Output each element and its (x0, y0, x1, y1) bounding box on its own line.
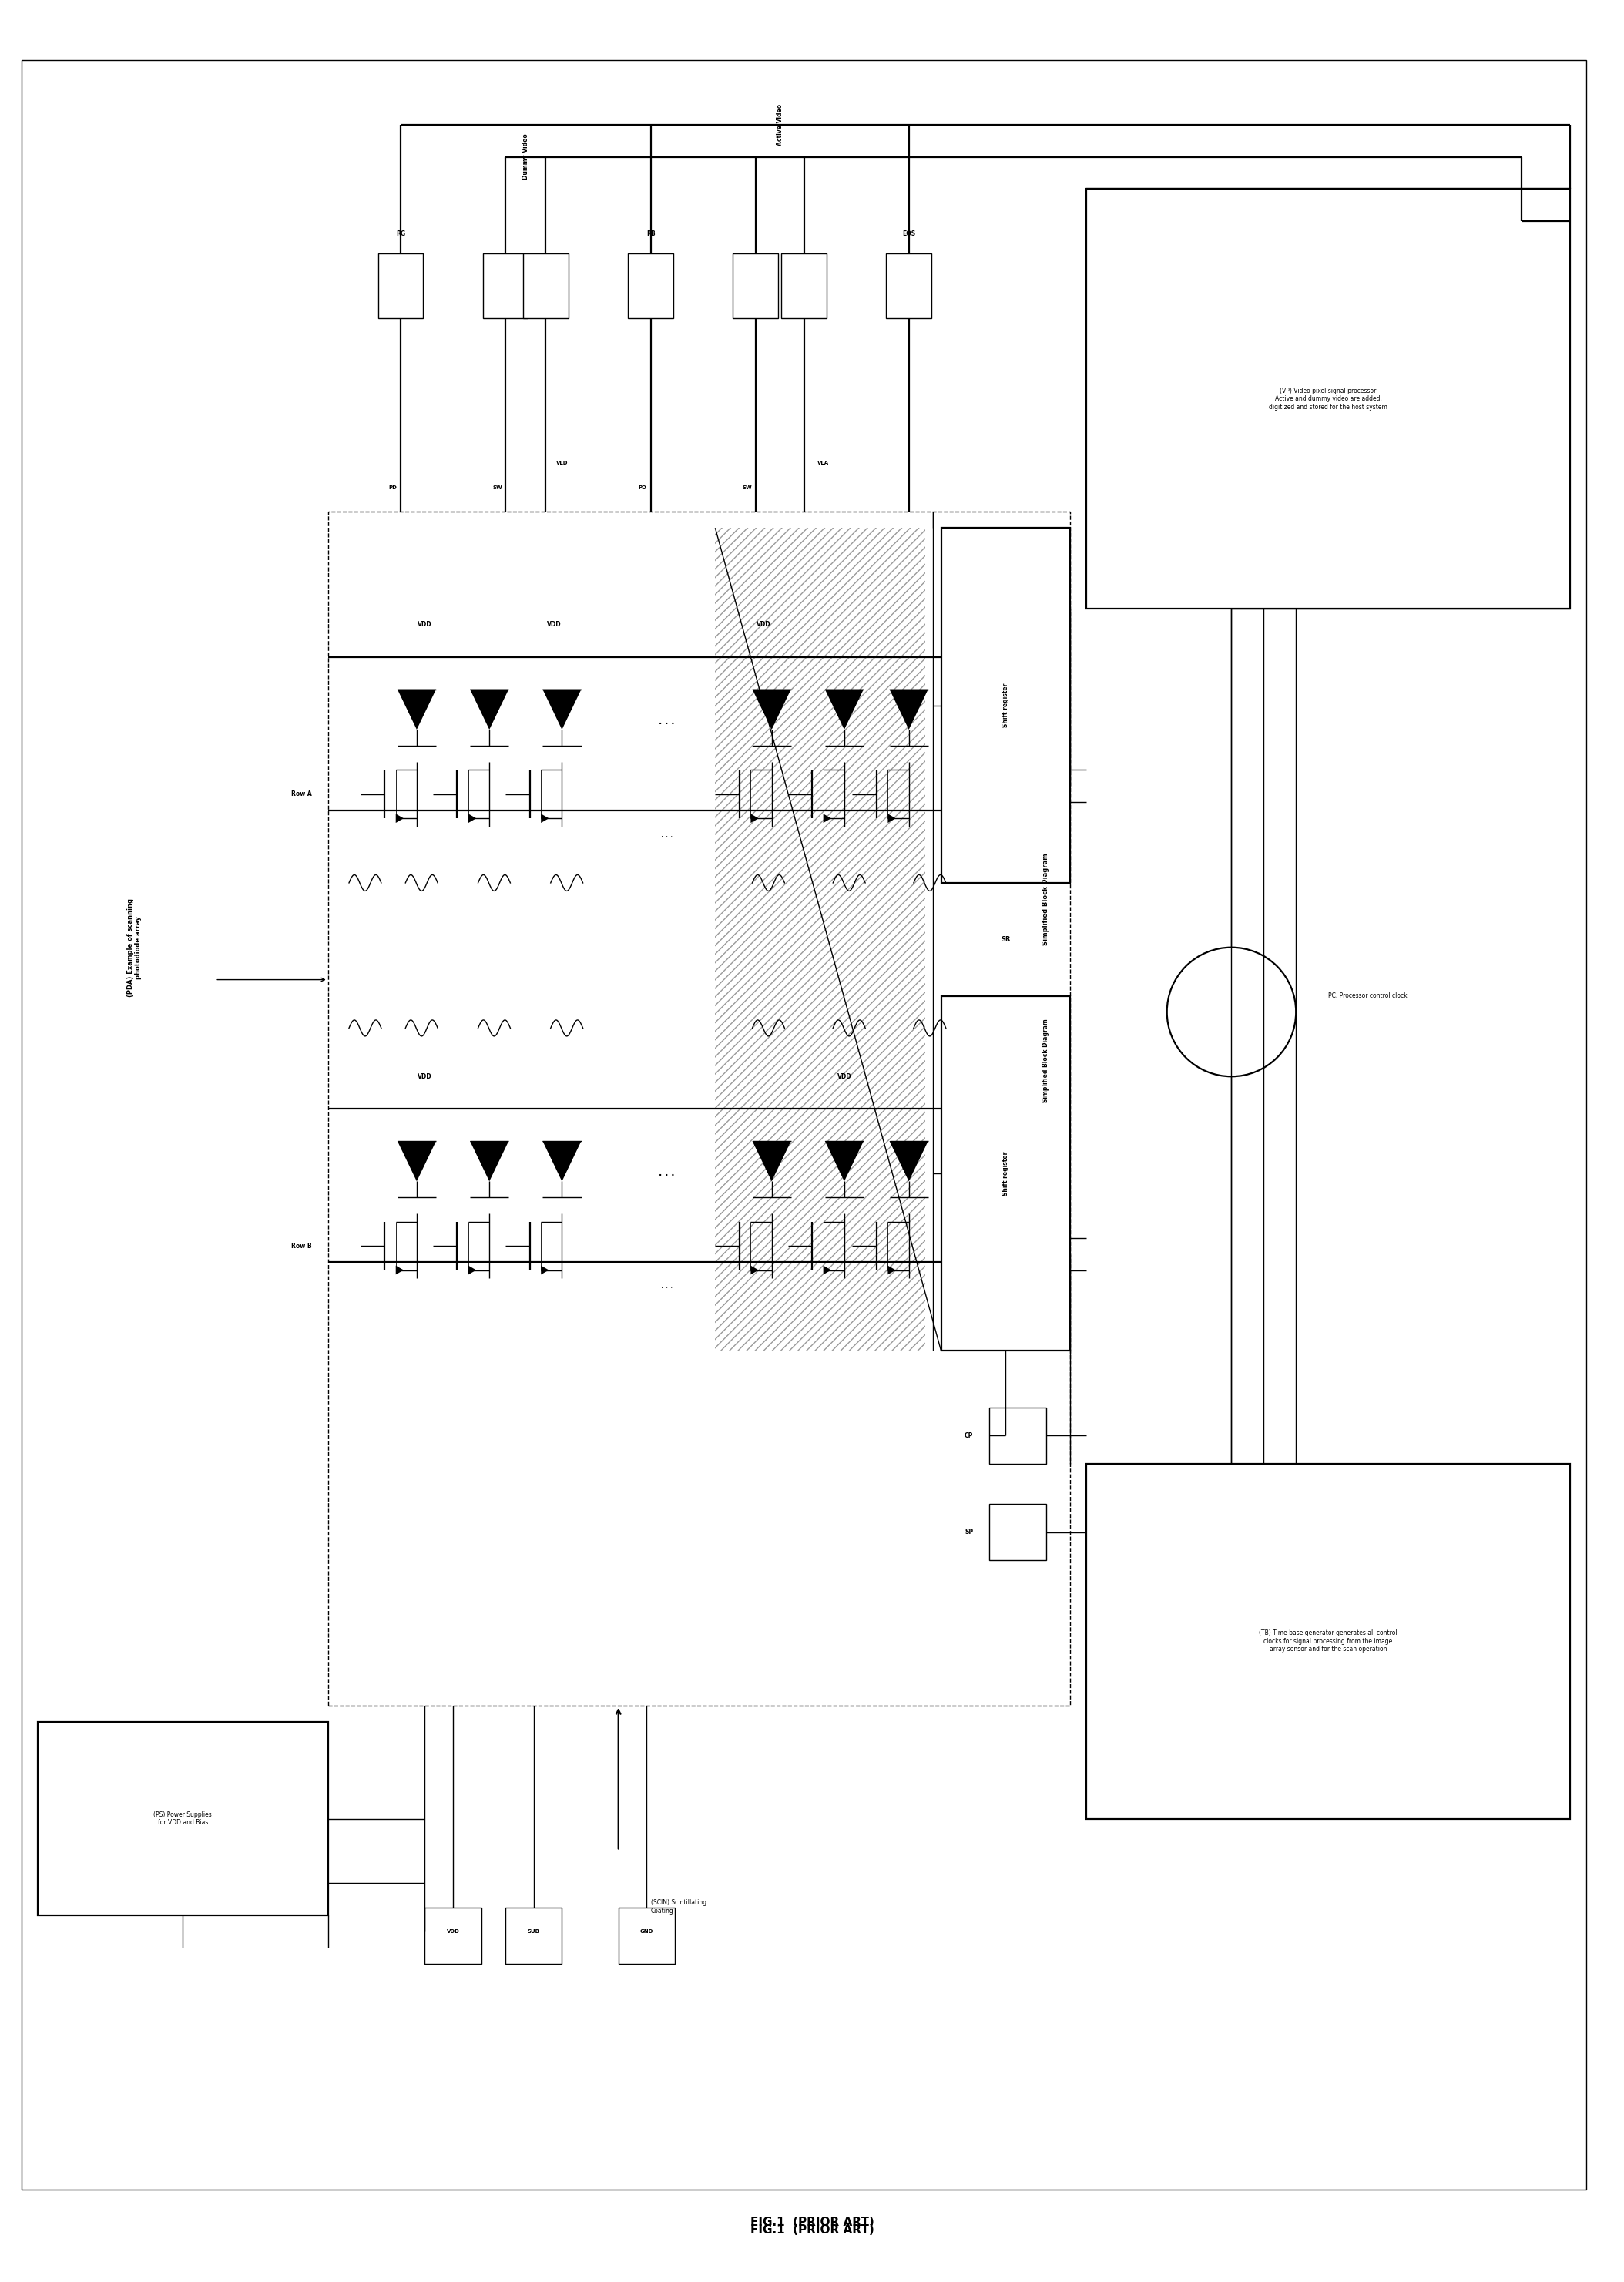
Bar (781, 253, 827, 317)
Polygon shape (541, 815, 549, 824)
Bar (619, 1908, 676, 1965)
Polygon shape (750, 1267, 758, 1276)
Text: . . .: . . . (661, 1282, 672, 1289)
Text: VDD: VDD (447, 1928, 460, 1933)
Text: (PS) Power Supplies
for VDD and Bias: (PS) Power Supplies for VDD and Bias (154, 1812, 213, 1826)
Bar (37, 1723, 328, 1915)
Bar (732, 253, 778, 317)
Polygon shape (542, 689, 581, 730)
Text: VDD: VDD (417, 621, 432, 628)
Text: Simplified Block Diagram: Simplified Block Diagram (1043, 853, 1049, 945)
Bar (940, 995, 1070, 1351)
Polygon shape (888, 815, 896, 824)
Text: Shift register: Shift register (1002, 682, 1009, 728)
Polygon shape (750, 815, 758, 824)
Bar (628, 253, 674, 317)
Text: Dummy Video: Dummy Video (523, 135, 529, 180)
Polygon shape (468, 815, 476, 824)
Bar (1086, 189, 1570, 609)
Polygon shape (825, 1141, 864, 1182)
Text: RB: RB (646, 230, 654, 237)
Text: SW: SW (492, 486, 502, 491)
Bar (715, 527, 926, 1351)
Text: Shift register: Shift register (1002, 1150, 1009, 1196)
Text: SP: SP (965, 1529, 973, 1536)
Text: VLD: VLD (555, 461, 568, 466)
Bar (425, 1908, 481, 1965)
Polygon shape (752, 1141, 791, 1182)
Text: VLA: VLA (817, 461, 830, 466)
Polygon shape (396, 815, 404, 824)
Text: (SCIN) Scintillating
Coating: (SCIN) Scintillating Coating (651, 1899, 706, 1915)
Polygon shape (396, 1267, 404, 1276)
Polygon shape (752, 689, 791, 730)
Text: VDD: VDD (547, 621, 560, 628)
Polygon shape (823, 1267, 831, 1276)
Text: RG: RG (396, 230, 406, 237)
Text: SR: SR (1000, 936, 1010, 942)
Polygon shape (890, 689, 929, 730)
Bar (505, 1908, 562, 1965)
Bar (940, 527, 1070, 883)
Polygon shape (398, 689, 437, 730)
Bar (378, 253, 424, 317)
Text: PC, Processor control clock: PC, Processor control clock (1328, 993, 1408, 1000)
Bar (523, 253, 568, 317)
Bar (989, 1408, 1046, 1463)
Text: Active Video: Active Video (776, 103, 783, 146)
Text: VDD: VDD (836, 1073, 851, 1079)
Bar (482, 253, 528, 317)
Text: Row A: Row A (291, 790, 312, 799)
Polygon shape (542, 1141, 581, 1182)
Text: (VP) Video pixel signal processor
Active and dummy video are added,
digitized an: (VP) Video pixel signal processor Active… (1268, 388, 1387, 411)
Bar (1086, 1463, 1570, 1819)
Polygon shape (890, 1141, 929, 1182)
Text: GND: GND (640, 1928, 653, 1933)
Polygon shape (823, 815, 831, 824)
Text: PD: PD (638, 486, 646, 491)
Text: (TB) Time base generator generates all control
clocks for signal processing from: (TB) Time base generator generates all c… (1259, 1629, 1397, 1652)
Polygon shape (398, 1141, 437, 1182)
Text: SUB: SUB (528, 1928, 539, 1933)
Text: . . .: . . . (661, 831, 672, 837)
Text: VDD: VDD (417, 1073, 432, 1079)
Polygon shape (468, 1267, 476, 1276)
Text: (PDA) Example of scanning
photodiode array: (PDA) Example of scanning photodiode arr… (127, 899, 141, 997)
Polygon shape (469, 1141, 508, 1182)
Bar (989, 1504, 1046, 1561)
Polygon shape (888, 1267, 896, 1276)
Bar (887, 253, 932, 317)
Polygon shape (541, 1267, 549, 1276)
Text: . . .: . . . (659, 1168, 674, 1178)
Text: FIG.1  (PRIOR ART): FIG.1 (PRIOR ART) (750, 2225, 874, 2236)
Polygon shape (469, 689, 508, 730)
Polygon shape (825, 689, 864, 730)
Text: . . .: . . . (659, 717, 674, 726)
Text: VDD: VDD (757, 621, 771, 628)
Text: PD: PD (388, 486, 396, 491)
Text: SW: SW (742, 486, 752, 491)
Bar (328, 511, 1070, 1705)
Text: CP: CP (965, 1433, 973, 1440)
Text: FIG.1  (PRIOR ART): FIG.1 (PRIOR ART) (750, 2216, 874, 2227)
Text: Simplified Block Diagram: Simplified Block Diagram (1043, 1018, 1049, 1102)
Text: EOS: EOS (903, 230, 916, 237)
Text: Row B: Row B (291, 1241, 312, 1248)
